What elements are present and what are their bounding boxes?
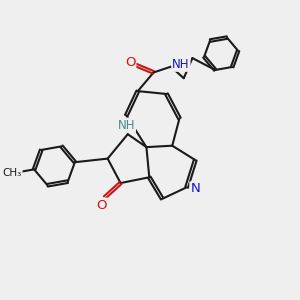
Text: NH: NH (118, 118, 135, 131)
Text: N: N (190, 182, 200, 195)
Text: CH₃: CH₃ (2, 168, 22, 178)
Text: NH: NH (172, 58, 190, 71)
Text: O: O (97, 199, 107, 212)
Text: O: O (125, 56, 135, 69)
